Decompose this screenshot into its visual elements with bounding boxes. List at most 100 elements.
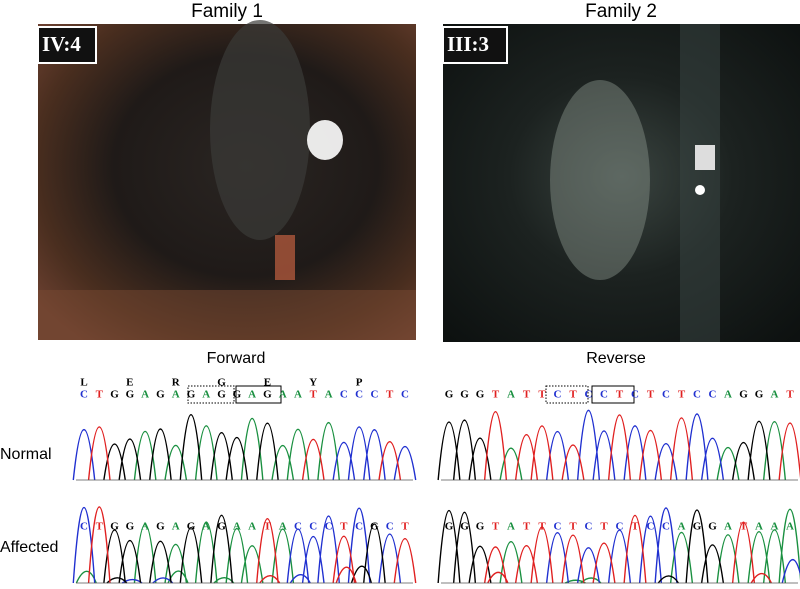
base: C [631, 389, 639, 401]
base: A [678, 521, 686, 533]
base: G [460, 389, 469, 401]
base: A [786, 521, 794, 533]
amino-acid: R [172, 377, 181, 389]
base: C [693, 389, 701, 401]
trace [499, 421, 787, 481]
amino-acid: Y [309, 377, 317, 389]
base: T [631, 521, 639, 533]
base: T [678, 389, 686, 401]
base: T [538, 389, 546, 401]
base: A [507, 521, 515, 533]
base: C [662, 389, 670, 401]
photo-left [37, 20, 416, 340]
base: G [755, 389, 764, 401]
base: A [724, 521, 732, 533]
base: A [141, 389, 149, 401]
base: T [386, 389, 394, 401]
amino-acid: E [126, 377, 133, 389]
direction: Forward [207, 350, 266, 367]
trace [87, 426, 402, 481]
base: T [647, 389, 655, 401]
base: C [600, 389, 608, 401]
base: T [600, 521, 608, 533]
trace [483, 514, 773, 584]
codon-box [591, 385, 635, 404]
base: T [616, 389, 624, 401]
base: A [202, 389, 210, 401]
base: G [370, 521, 379, 533]
base: C [662, 521, 670, 533]
base: A [279, 389, 287, 401]
base: A [325, 389, 333, 401]
patient-id: IV:4 [42, 32, 81, 56]
base: G [476, 521, 485, 533]
base: C [386, 521, 394, 533]
base: C [80, 521, 88, 533]
panel-title: Family 1 [191, 1, 263, 22]
trace [103, 413, 279, 481]
base: A [172, 389, 180, 401]
trace [437, 509, 725, 584]
trace [103, 514, 386, 584]
base: A [202, 521, 210, 533]
trace [72, 426, 417, 481]
base: G [126, 389, 135, 401]
row-label: Normal [0, 446, 52, 463]
base: A [771, 389, 779, 401]
direction: Reverse [586, 350, 646, 367]
base: C [585, 389, 593, 401]
base: C [585, 521, 593, 533]
base: G [233, 389, 242, 401]
base: G [187, 389, 196, 401]
base: T [310, 389, 318, 401]
base: G [110, 389, 119, 401]
base: G [739, 389, 748, 401]
trace [133, 417, 340, 481]
base: C [554, 389, 562, 401]
trace [75, 521, 295, 584]
base: A [724, 389, 732, 401]
codon-box [545, 385, 589, 404]
trace [483, 410, 800, 481]
base: T [740, 521, 748, 533]
base: C [80, 389, 88, 401]
base: T [569, 521, 577, 533]
base: C [554, 521, 562, 533]
base: A [294, 389, 302, 401]
amino-acid: P [356, 377, 363, 389]
base: G [187, 521, 196, 533]
trace [87, 506, 417, 584]
trace [437, 419, 771, 481]
base: G [708, 521, 717, 533]
base: A [755, 521, 763, 533]
amino-acid: E [264, 377, 271, 389]
base: A [233, 521, 241, 533]
base: G [445, 389, 454, 401]
base: C [355, 389, 363, 401]
base: G [126, 521, 135, 533]
row-label: Affected [0, 539, 58, 556]
base: C [340, 389, 348, 401]
base: C [309, 521, 317, 533]
codon-box [235, 385, 282, 404]
amino-acid: L [80, 377, 87, 389]
base: T [492, 389, 500, 401]
base: A [507, 389, 515, 401]
base: C [401, 389, 409, 401]
base: C [370, 389, 378, 401]
base: T [492, 521, 500, 533]
base: G [263, 389, 272, 401]
base: G [217, 389, 226, 401]
base: G [217, 521, 226, 533]
patient-id: III:3 [447, 32, 489, 56]
codon-box [187, 385, 235, 404]
base: A [248, 521, 256, 533]
base: G [693, 521, 702, 533]
base: C [294, 521, 302, 533]
base: A [771, 521, 779, 533]
base: T [96, 521, 104, 533]
base: A [141, 521, 149, 533]
base: C [647, 521, 655, 533]
base: A [279, 521, 287, 533]
